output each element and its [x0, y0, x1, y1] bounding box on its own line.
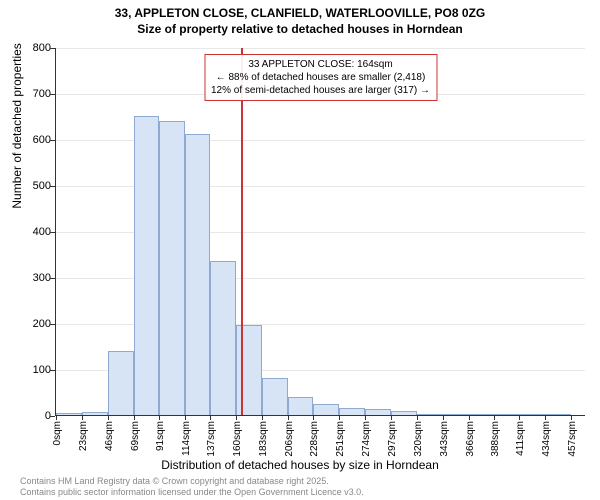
x-tick-label: 206sqm — [284, 415, 295, 457]
histogram-bar — [185, 134, 211, 415]
chart-container: 33, APPLETON CLOSE, CLANFIELD, WATERLOOV… — [0, 0, 600, 500]
histogram-bar — [134, 116, 159, 415]
x-tick-label: 366sqm — [465, 415, 476, 457]
annotation-line-3: 12% of semi-detached houses are larger (… — [211, 84, 430, 97]
footer-line-2: Contains public sector information licen… — [20, 487, 364, 498]
chart-title: 33, APPLETON CLOSE, CLANFIELD, WATERLOOV… — [0, 0, 600, 37]
x-tick-label: 457sqm — [567, 415, 578, 457]
x-tick-label: 343sqm — [439, 415, 450, 457]
x-tick-label: 411sqm — [515, 415, 526, 456]
x-tick-label: 251sqm — [335, 415, 346, 457]
annotation-line-2: ← 88% of detached houses are smaller (2,… — [211, 71, 430, 84]
x-tick-label: 320sqm — [413, 415, 424, 457]
x-axis-label: Distribution of detached houses by size … — [0, 458, 600, 472]
x-tick-label: 46sqm — [104, 415, 115, 451]
annotation-line-1: 33 APPLETON CLOSE: 164sqm — [211, 58, 430, 71]
x-tick-label: 297sqm — [387, 415, 398, 457]
x-tick-label: 388sqm — [490, 415, 501, 457]
x-tick-label: 228sqm — [309, 415, 320, 457]
histogram-bar — [313, 404, 339, 416]
histogram-bar — [339, 408, 365, 415]
title-line-2: Size of property relative to detached ho… — [0, 22, 600, 38]
histogram-bars — [56, 48, 585, 415]
footer-attribution: Contains HM Land Registry data © Crown c… — [20, 476, 364, 498]
x-tick-label: 69sqm — [130, 415, 141, 451]
histogram-bar — [108, 351, 134, 415]
x-tick-label: 114sqm — [181, 415, 192, 456]
reference-line — [241, 48, 243, 415]
histogram-bar — [159, 121, 185, 415]
plot-frame: 33 APPLETON CLOSE: 164sqm ← 88% of detac… — [55, 48, 585, 416]
x-tick-label: 274sqm — [361, 415, 372, 457]
annotation-box: 33 APPLETON CLOSE: 164sqm ← 88% of detac… — [204, 54, 437, 101]
x-tick-label: 183sqm — [258, 415, 269, 457]
title-line-1: 33, APPLETON CLOSE, CLANFIELD, WATERLOOV… — [0, 6, 600, 22]
histogram-bar — [288, 397, 313, 415]
x-tick-label: 91sqm — [155, 415, 166, 451]
histogram-bar — [210, 261, 236, 415]
histogram-bar — [262, 378, 288, 415]
x-tick-label: 0sqm — [52, 415, 63, 445]
y-axis-label: Number of detached properties — [10, 43, 24, 208]
footer-line-1: Contains HM Land Registry data © Crown c… — [20, 476, 364, 487]
x-tick-label: 160sqm — [232, 415, 243, 457]
x-tick-label: 23sqm — [78, 415, 89, 451]
x-tick-label: 434sqm — [541, 415, 552, 457]
x-tick-label: 137sqm — [206, 415, 217, 457]
plot-area: 33 APPLETON CLOSE: 164sqm ← 88% of detac… — [55, 48, 585, 416]
